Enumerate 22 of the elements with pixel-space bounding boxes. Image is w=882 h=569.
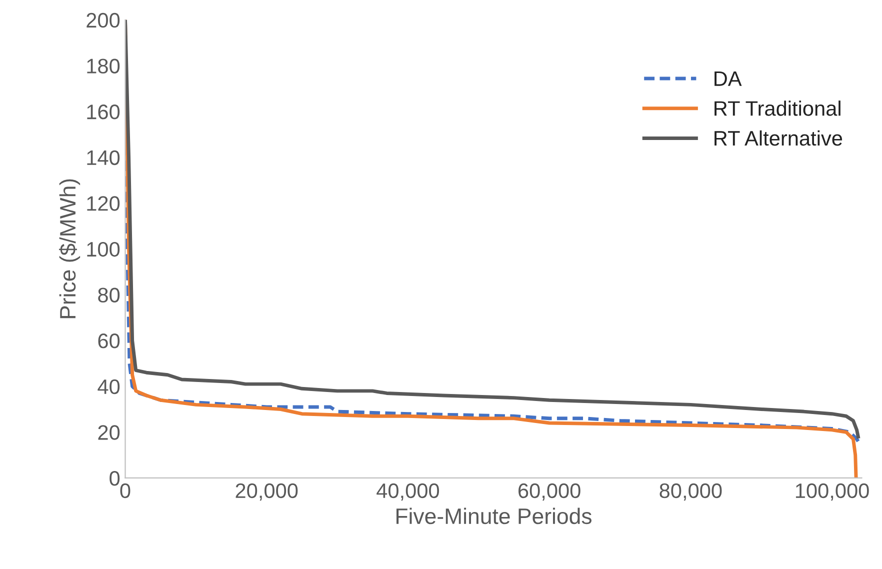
x-tick-label: 0 [120, 483, 130, 498]
y-tick-label: 40 [98, 379, 120, 394]
y-tick-label: 160 [87, 104, 120, 120]
legend-label: RT Traditional [714, 100, 840, 116]
x-tick-label: 100,000 [796, 483, 869, 501]
y-tick-label: 180 [87, 58, 120, 74]
legend-label: RT Alternative [714, 130, 842, 146]
x-tick-label: 60,000 [518, 483, 580, 501]
x-tick-label: 80,000 [660, 483, 722, 501]
y-tick-label: 200 [86, 12, 120, 28]
y-tick-label: 0 [110, 470, 120, 486]
y-axis-title: Price ($/MWh) [59, 179, 80, 318]
legend-label: DA [714, 71, 742, 86]
y-tick-label: 140 [87, 150, 120, 166]
x-tick-label: 40,000 [376, 483, 440, 501]
y-tick-label: 80 [98, 288, 120, 302]
x-tick-label: 20,000 [236, 483, 298, 501]
x-axis-title: Five-Minute Periods [396, 508, 592, 524]
y-tick-label: 60 [98, 334, 120, 348]
y-tick-label: 120 [87, 196, 120, 211]
y-tick-label: 20 [98, 425, 120, 440]
y-tick-label: 100 [87, 242, 120, 257]
